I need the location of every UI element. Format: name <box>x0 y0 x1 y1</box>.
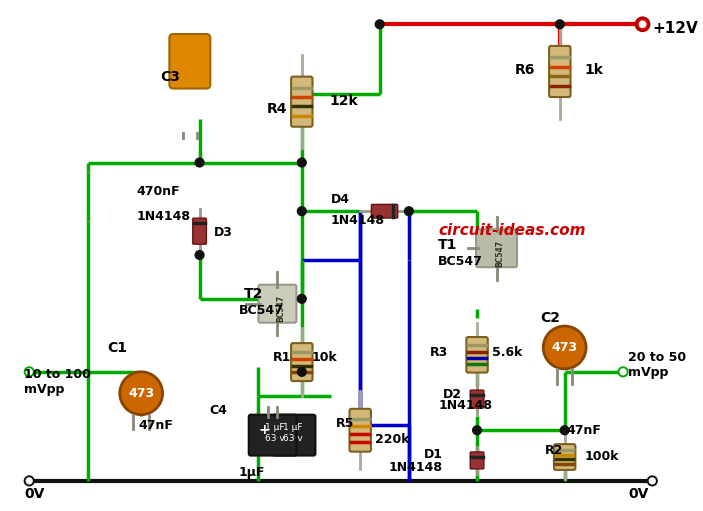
Circle shape <box>560 426 569 435</box>
Text: 47nF: 47nF <box>567 424 602 437</box>
Text: 100k: 100k <box>584 450 619 463</box>
Text: +12V: +12V <box>652 20 698 36</box>
Circle shape <box>618 367 628 377</box>
Circle shape <box>620 369 626 375</box>
Text: BC547: BC547 <box>438 256 483 268</box>
Text: 473: 473 <box>552 341 578 354</box>
Text: 1 µF
63 v: 1 µF 63 v <box>283 424 302 443</box>
Circle shape <box>297 367 307 376</box>
Text: 0V: 0V <box>25 486 45 501</box>
Circle shape <box>555 20 565 29</box>
Text: 1N4148: 1N4148 <box>389 461 443 474</box>
Circle shape <box>636 17 650 31</box>
Text: R6: R6 <box>515 63 536 77</box>
Circle shape <box>404 207 413 216</box>
Circle shape <box>543 326 586 369</box>
FancyBboxPatch shape <box>249 415 297 456</box>
FancyBboxPatch shape <box>466 337 488 373</box>
Circle shape <box>195 158 204 167</box>
Text: 1N4148: 1N4148 <box>136 210 191 223</box>
FancyBboxPatch shape <box>371 204 398 218</box>
Text: R5: R5 <box>336 417 354 430</box>
Text: BC547: BC547 <box>495 240 504 267</box>
Text: T2: T2 <box>243 287 263 301</box>
Text: 473: 473 <box>128 387 154 400</box>
Text: R2: R2 <box>546 444 564 457</box>
FancyBboxPatch shape <box>193 218 207 244</box>
Text: D3: D3 <box>214 226 233 239</box>
Circle shape <box>25 367 34 377</box>
FancyBboxPatch shape <box>259 285 297 322</box>
Circle shape <box>638 20 647 28</box>
FancyBboxPatch shape <box>549 46 571 97</box>
Text: 20 to 50
mVpp: 20 to 50 mVpp <box>628 351 686 379</box>
Text: 220k: 220k <box>375 433 409 447</box>
Text: BC547: BC547 <box>276 295 285 322</box>
Text: D2: D2 <box>443 388 462 401</box>
Text: C3: C3 <box>160 70 180 84</box>
Text: 5.6k: 5.6k <box>491 346 522 359</box>
FancyBboxPatch shape <box>470 390 484 408</box>
Text: 1N4148: 1N4148 <box>331 215 385 227</box>
Text: C2: C2 <box>541 311 560 326</box>
Text: R4: R4 <box>267 102 288 116</box>
Text: T1: T1 <box>438 238 458 252</box>
Text: D4: D4 <box>331 193 350 206</box>
Circle shape <box>297 294 307 303</box>
FancyBboxPatch shape <box>291 77 313 127</box>
FancyBboxPatch shape <box>349 409 371 452</box>
Text: 47nF: 47nF <box>138 419 173 432</box>
FancyBboxPatch shape <box>273 415 316 456</box>
Circle shape <box>26 369 32 375</box>
Text: 1µF: 1µF <box>238 466 265 479</box>
Text: R1: R1 <box>273 351 291 364</box>
Text: 470nF: 470nF <box>136 185 180 198</box>
Text: 10 to 100
mVpp: 10 to 100 mVpp <box>25 367 91 396</box>
Circle shape <box>120 372 162 415</box>
Text: C4: C4 <box>209 404 227 417</box>
Circle shape <box>650 478 655 484</box>
Text: +: + <box>259 423 271 437</box>
Text: 1k: 1k <box>584 63 603 77</box>
Text: 1N4148: 1N4148 <box>438 400 492 412</box>
Text: BC547: BC547 <box>238 304 283 317</box>
Circle shape <box>297 158 307 167</box>
Text: R3: R3 <box>430 346 448 359</box>
Text: 1 µF
63 v: 1 µF 63 v <box>264 424 285 443</box>
Circle shape <box>375 20 384 29</box>
FancyBboxPatch shape <box>169 34 210 88</box>
Circle shape <box>647 476 657 486</box>
Circle shape <box>297 207 307 216</box>
Text: 10k: 10k <box>311 351 337 364</box>
FancyBboxPatch shape <box>470 452 484 469</box>
FancyBboxPatch shape <box>554 444 575 470</box>
Text: 0V: 0V <box>628 486 648 501</box>
Text: circuit-ideas.com: circuit-ideas.com <box>438 223 586 238</box>
Text: D1: D1 <box>424 448 443 461</box>
Text: 12k: 12k <box>329 94 358 108</box>
Circle shape <box>25 476 34 486</box>
Circle shape <box>472 426 482 435</box>
Text: C1: C1 <box>107 340 127 355</box>
FancyBboxPatch shape <box>476 229 517 267</box>
Text: 474: 474 <box>176 103 203 115</box>
FancyBboxPatch shape <box>291 343 313 381</box>
Circle shape <box>26 478 32 484</box>
Circle shape <box>195 250 204 260</box>
